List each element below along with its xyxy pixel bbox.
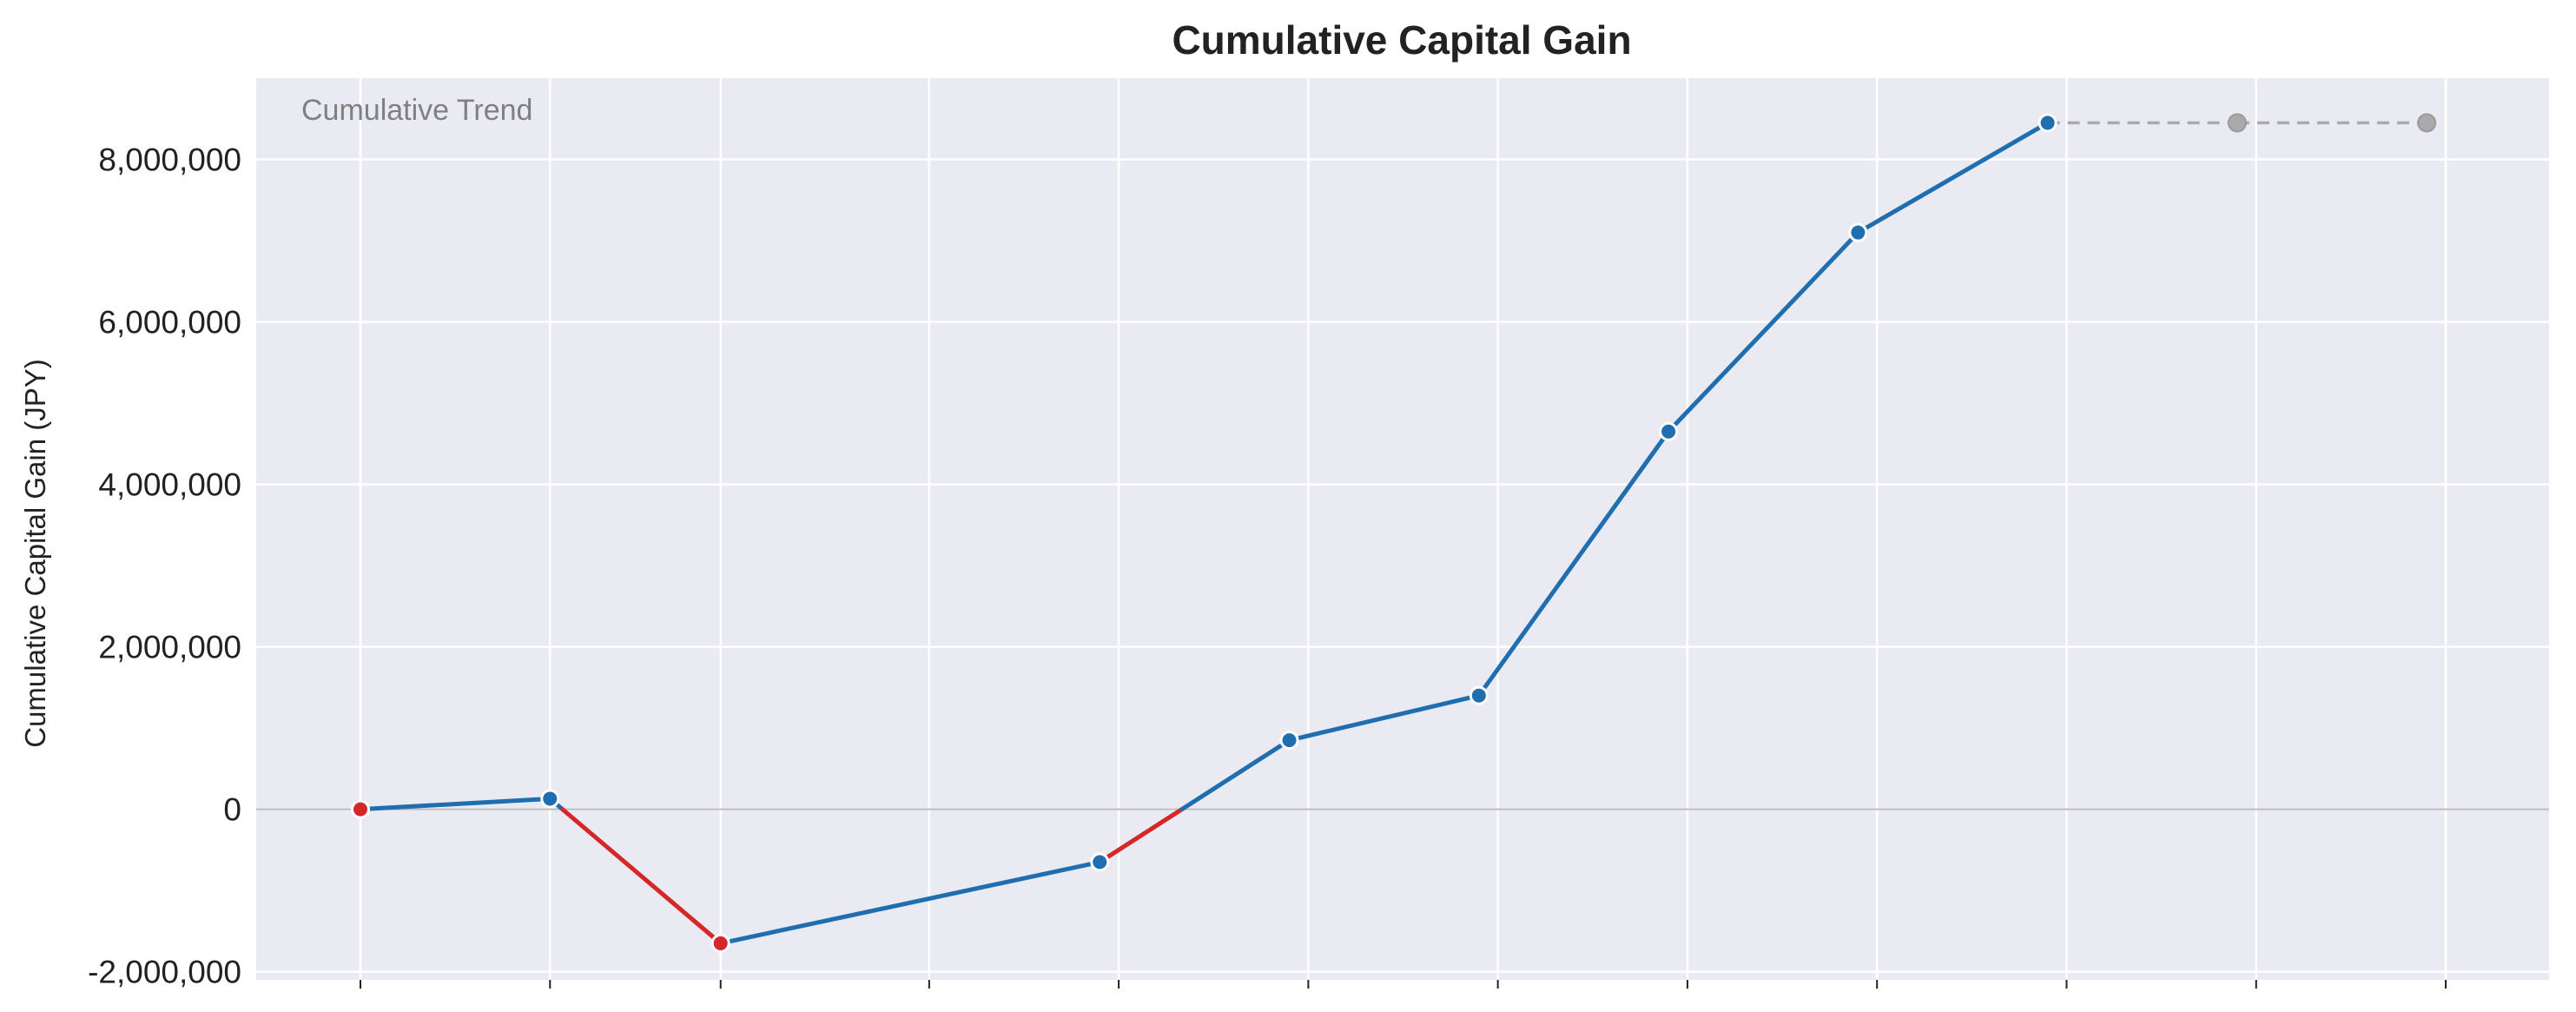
y-tick-label: 4,000,000 bbox=[98, 467, 241, 503]
series-line-segment bbox=[1097, 807, 1185, 864]
data-point bbox=[1469, 685, 1489, 705]
series-line-segment bbox=[1476, 429, 1671, 698]
projection-point bbox=[2417, 113, 2437, 133]
series-line-segment bbox=[358, 796, 552, 812]
y-tick-label: 6,000,000 bbox=[98, 305, 241, 341]
data-point bbox=[1659, 421, 1679, 441]
marker-layer bbox=[351, 113, 2437, 953]
data-point bbox=[1279, 731, 1299, 751]
y-tick-labels: -2,000,000 0 2,000,000 4,000,000 6,000,000 8,… bbox=[88, 142, 241, 990]
data-point bbox=[2038, 113, 2057, 133]
y-axis-label: Cumulative Capital Gain (JPY) bbox=[19, 359, 51, 748]
chart-title: Cumulative Capital Gain bbox=[1172, 17, 1631, 63]
data-point bbox=[1090, 852, 1110, 872]
y-tick-label: 0 bbox=[223, 792, 241, 828]
data-point bbox=[540, 789, 560, 809]
projection-point bbox=[2227, 113, 2247, 133]
series-line-segment bbox=[1287, 693, 1482, 743]
data-point bbox=[1848, 222, 1868, 242]
data-point bbox=[710, 933, 730, 953]
cumulative-trend-annotation: Cumulative Trend bbox=[301, 94, 532, 127]
y-tick-label: -2,000,000 bbox=[88, 955, 241, 990]
series-layer bbox=[358, 120, 2427, 946]
series-line-segment bbox=[1666, 230, 1860, 434]
x-ticks bbox=[360, 980, 2447, 989]
y-tick-label: 8,000,000 bbox=[98, 142, 241, 178]
series-line-segment bbox=[1179, 738, 1292, 812]
data-point bbox=[351, 799, 370, 819]
series-line-segment bbox=[718, 859, 1102, 946]
series-line-segment bbox=[560, 807, 723, 946]
y-tick-label: 2,000,000 bbox=[98, 630, 241, 665]
plot-area bbox=[256, 78, 2549, 980]
series-line-segment bbox=[1855, 120, 2051, 235]
